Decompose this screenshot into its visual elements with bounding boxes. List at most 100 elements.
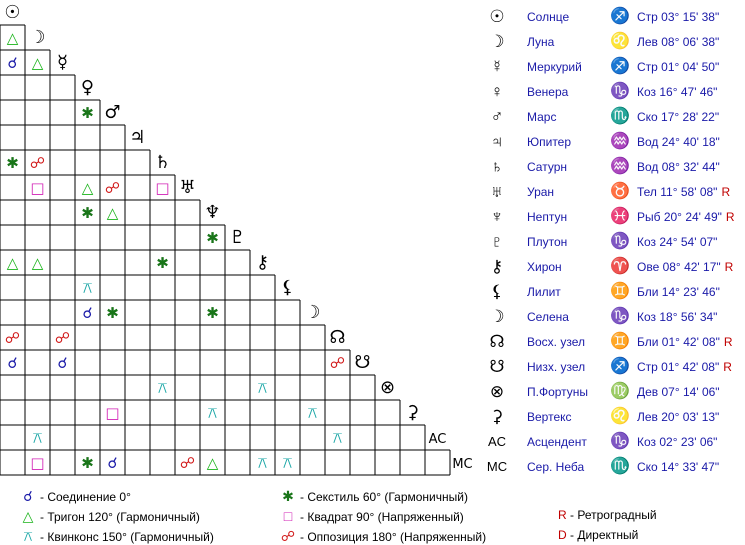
grid-planet-glyph: ☊ [330,327,346,348]
aspect-square: □ [105,404,119,422]
planet-name: Сер. Неба [527,460,585,474]
grid-planet-glyph: ☿ [57,52,68,73]
zodiac-sign-icon: ♊ [610,333,630,350]
grid-planet-glyph: ♆ [204,202,220,223]
aspect-quincunx: ⚻ [308,404,318,422]
planet-position: Стр 03° 15' 38" [637,10,720,24]
planet-icon: ♃ [490,132,504,151]
planet-icon: ⊗ [489,382,505,401]
zodiac-sign-icon: ♑ [610,233,630,250]
planet-position: Рыб 20° 24' 49" R [637,210,735,224]
aspect-sextile: ✱ [106,304,119,322]
retrograde-flag: R [721,185,731,199]
planet-position: Коз 16° 47' 46" [637,85,718,99]
aspect-trine: △ [32,254,44,272]
zodiac-sign-icon: ♐ [610,58,630,75]
planet-position: Стр 01° 42' 08" R [637,360,732,374]
planet-name: Меркурий [527,60,582,74]
retrograde-flag: R [723,335,733,349]
aspect-trine: △ [7,29,19,47]
planet-name: Луна [527,35,555,49]
planet-icon: MC [486,459,508,474]
planet-icon: ♅ [490,182,504,201]
aspect-quincunx: ⚻ [333,429,343,447]
zodiac-sign-icon: ♐ [610,8,630,25]
retrograde-flag: R [724,260,734,274]
grid-planet-glyph: ⊗ [380,377,395,398]
zodiac-sign-icon: ♏ [610,108,630,125]
planet-name: Асцендент [527,435,587,449]
aspect-conjunction: ☌ [7,354,17,372]
planet-icon: ☉ [489,7,505,26]
planet-row: ♆ Нептун ♓ Рыб 20° 24' 49" R [480,205,745,230]
aspect-conjunction: ☌ [82,304,92,322]
aspect-quincunx: ⚻ [208,404,218,422]
planet-row: ♂ Марс ♏ Ско 17° 28' 22" [480,105,745,130]
retrograde-flag: R [723,360,732,374]
planet-position: Ско 17° 28' 22" [637,110,720,124]
planet-name: Сатурн [527,160,568,174]
aspect-sextile: ✱ [206,304,219,322]
planet-row: ☿ Меркурий ♐ Стр 01° 04' 50" [480,55,745,80]
zodiac-sign-icon: ♊ [610,283,630,300]
legend-conjunction: ☌ - Соединение 0° [20,488,131,505]
zodiac-sign-icon: ♑ [610,308,630,325]
legend-retrograde: R - Ретроградный [558,508,657,522]
grid-planet-glyph: ♂ [104,102,120,123]
planet-name: Плутон [527,235,568,249]
planet-icon: ☊ [489,332,505,351]
planet-position: Коз 24° 54' 07" [637,235,718,249]
planet-position: Стр 01° 04' 50" [637,60,720,74]
grid-planet-glyph: ♃ [129,127,145,148]
planet-position: Лев 08° 06' 38" [637,35,720,49]
legend-direct: D - Директный [558,528,639,542]
planet-icon: ⚳ [490,407,504,426]
planet-row: ⚷ Хирон ♈ Ове 08° 42' 17" R [480,255,745,280]
zodiac-sign-icon: ♌ [610,33,630,50]
aspect-square: □ [30,454,44,472]
planet-icon: ☽ [489,307,505,326]
planet-row: ♀ Венера ♑ Коз 16° 47' 46" [480,80,745,105]
zodiac-sign-icon: ♒ [610,133,630,150]
zodiac-sign-icon: ♒ [610,158,630,175]
planet-position: Ско 14° 33' 47" [637,460,720,474]
planet-name: П.Фортуны [527,385,589,399]
planet-row: AC Асцендент ♑ Коз 02° 23' 06" [480,430,745,455]
planet-name: Селена [527,310,569,324]
planet-row: ☋ Низх. узел ♐ Стр 01° 42' 08" R [480,355,745,380]
grid-planet-glyph: ♅ [179,177,195,198]
grid-planet-glyph: ☽ [29,27,45,48]
planet-position: Бли 14° 23' 46" [637,285,720,299]
aspect-sextile: ✱ [81,104,94,122]
zodiac-sign-icon: ♑ [610,433,630,450]
aspect-opposition: ☍ [180,454,195,472]
legend-sextile: ✱ - Секстиль 60° (Гармоничный) [280,488,468,505]
planet-icon: ♄ [490,157,504,176]
planet-name: Марс [527,110,557,124]
planet-name: Восх. узел [527,335,585,349]
zodiac-sign-icon: ♓ [610,208,630,225]
aspect-sextile: ✱ [81,204,94,222]
grid-planet-glyph: ♀ [81,77,94,98]
retrograde-flag: R [725,210,735,224]
aspect-sextile: ✱ [206,229,219,247]
planet-icon: ☿ [490,57,504,76]
sextile-icon: ✱ [282,488,294,504]
planet-row: ⚳ Вертекс ♌ Лев 20° 03' 13" [480,405,745,430]
planet-name: Юпитер [527,135,572,149]
aspect-quincunx: ⚻ [83,279,93,297]
aspect-trine: △ [107,204,119,222]
aspect-conjunction: ☌ [57,354,67,372]
planet-position: Вод 24° 40' 18" [637,135,720,149]
planet-position: Ове 08° 42' 17" R [637,260,734,274]
aspect-sextile: ✱ [156,254,169,272]
planet-icon: ☋ [489,357,505,376]
grid-planet-glyph: AC [429,432,447,447]
aspect-opposition: ☍ [105,179,120,197]
grid-planet-glyph: ♇ [229,227,245,248]
planet-name: Венера [527,85,569,99]
planet-icon: ♆ [490,207,504,226]
square-icon: □ [283,508,293,524]
aspect-square: □ [30,179,44,197]
planet-name: Солнце [527,10,570,24]
